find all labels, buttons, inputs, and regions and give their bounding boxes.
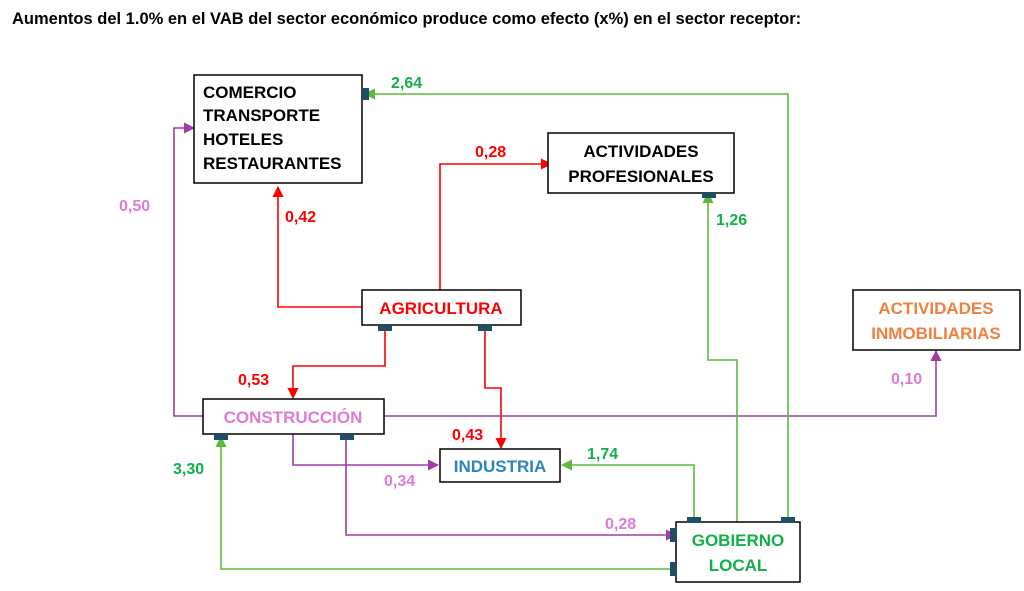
node-industria-label: INDUSTRIA: [454, 457, 547, 476]
edge-label-gobierno-comercio: 2,64: [391, 75, 422, 92]
node-profesionales-line-1: ACTIVIDADES: [583, 142, 698, 161]
node-gobierno-line-1: GOBIERNO: [692, 531, 785, 550]
edge-label-gobierno-industria: 1,74: [587, 446, 618, 463]
node-industria: INDUSTRIA: [439, 448, 561, 483]
node-comercio-line-2: TRANSPORTE: [203, 106, 320, 125]
edge-label-agricultura-industria: 0,43: [452, 427, 483, 444]
node-agricultura: AGRICULTURA: [361, 289, 522, 331]
edge-label-gobierno-construccion: 3,30: [173, 461, 204, 478]
node-construccion: CONSTRUCCIÓN: [202, 398, 385, 440]
node-gobierno: GOBIERNO LOCAL: [670, 517, 801, 583]
node-agricultura-label: AGRICULTURA: [379, 299, 502, 318]
edge-label-construccion-gobierno: 0,28: [605, 516, 636, 533]
edge-agricultura-construccion: [287, 326, 386, 400]
connector-port: [340, 434, 354, 440]
edge-gobierno-industria: [560, 459, 695, 522]
edge-label-agricultura-comercio: 0,42: [285, 209, 316, 226]
edge-gobierno-construccion: [215, 435, 676, 570]
edge-gobierno-comercio: [363, 88, 789, 522]
connector-port: [702, 192, 716, 198]
node-profesionales: ACTIVIDADES PROFESIONALES: [547, 132, 735, 198]
connector-port: [781, 517, 795, 523]
edge-agricultura-profesionales: [439, 158, 553, 290]
edge-label-agricultura-construccion: 0,53: [238, 372, 269, 389]
edge-construccion-gobierno: [345, 434, 678, 541]
node-inmobiliarias-line-2: INMOBILIARIAS: [871, 324, 1000, 343]
edge-construccion-comercio: [173, 122, 203, 417]
connector-port: [214, 434, 228, 440]
node-inmobiliarias: ACTIVIDADES INMOBILIARIAS: [852, 289, 1021, 351]
node-comercio-line-4: RESTAURANTES: [203, 154, 342, 173]
connector-port: [378, 325, 392, 331]
node-comercio: COMERCIO TRANSPORTE HOTELES RESTAURANTES: [193, 74, 369, 184]
connector-port: [670, 528, 676, 542]
edge-construccion-industria: [292, 434, 440, 471]
edge-agricultura-industria: [484, 326, 507, 450]
edge-label-construccion-industria: 0,34: [384, 473, 415, 490]
diagram-title: Aumentos del 1.0% en el VAB del sector e…: [12, 10, 802, 28]
edge-gobierno-profesionales: [702, 191, 738, 522]
node-comercio-line-1: COMERCIO: [203, 83, 297, 102]
node-inmobiliarias-line-1: ACTIVIDADES: [878, 299, 993, 318]
node-profesionales-line-2: PROFESIONALES: [568, 167, 713, 186]
connector-port: [687, 517, 701, 523]
connector-port: [670, 562, 676, 576]
node-comercio-line-3: HOTELES: [203, 130, 283, 149]
node-gobierno-line-2: LOCAL: [709, 556, 768, 575]
edge-agricultura-comercio: [272, 185, 362, 308]
edge-construccion-inmobiliarias: [384, 349, 942, 417]
edge-label-construccion-inmobiliarias: 0,10: [891, 371, 922, 388]
connector-port: [362, 88, 369, 100]
edge-label-agricultura-profesionales: 0,28: [475, 144, 506, 161]
node-construccion-label: CONSTRUCCIÓN: [224, 408, 363, 427]
edge-label-construccion-comercio: 0,50: [119, 198, 150, 215]
connector-port: [478, 325, 492, 331]
edge-label-gobierno-profesionales: 1,26: [716, 212, 747, 229]
